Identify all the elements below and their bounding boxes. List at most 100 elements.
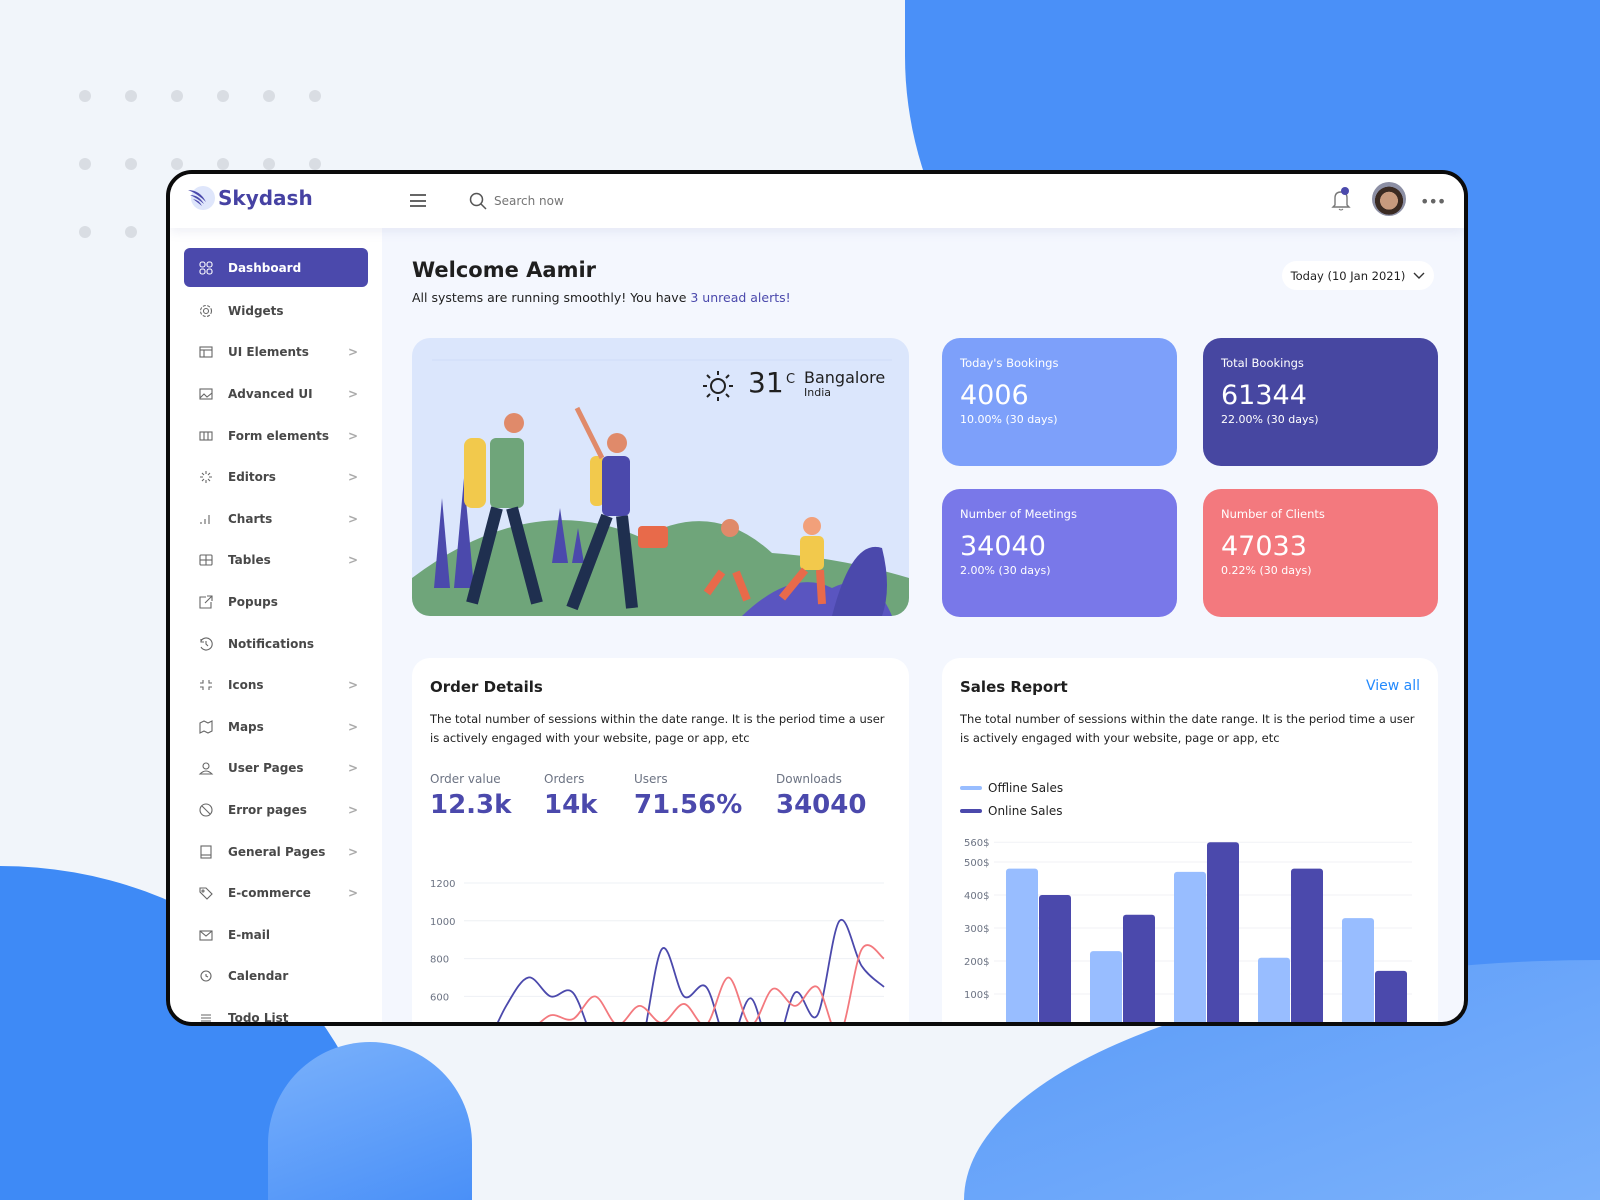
status-text: All systems are running smoothly! You ha…: [412, 290, 691, 305]
sidebar-item-user-pages[interactable]: User Pages >: [184, 748, 368, 790]
sidebar-item-dashboard[interactable]: Dashboard: [184, 248, 368, 287]
sidebar-item-label: Notifications: [228, 636, 315, 651]
gear-icon: [198, 303, 214, 319]
sidebar-item-popups[interactable]: Popups: [184, 581, 368, 623]
mail-icon: [198, 927, 214, 943]
sidebar-item-e-mail[interactable]: E-mail: [184, 914, 368, 956]
sales-report-card: Sales Report View all The total number o…: [942, 658, 1438, 1022]
table-icon: [198, 552, 214, 568]
bar-offline: [1258, 957, 1290, 1022]
stat-title: Number of Clients: [1221, 507, 1325, 521]
map-icon: [198, 719, 214, 735]
weather-temp: 31: [748, 366, 784, 399]
bar-chart-icon: [198, 511, 214, 527]
order-line-chart: 600 800 1000 1200: [430, 879, 885, 1022]
stat-title: Today's Bookings: [960, 356, 1059, 370]
top-header: Skydash •••: [170, 174, 1464, 228]
metric-label: Users: [634, 772, 668, 786]
bell-icon[interactable]: [1330, 186, 1352, 212]
chevron-down-icon: [1413, 272, 1425, 279]
stat-change: 22.00% (30 days): [1221, 413, 1319, 426]
stat-change: 2.00% (30 days): [960, 564, 1051, 577]
avatar[interactable]: [1372, 182, 1406, 216]
sidebar: Dashboard Widgets UI Elements > Advanced UI >…: [170, 228, 382, 1022]
weather-country: India: [804, 386, 831, 399]
menu-icon[interactable]: [410, 194, 426, 207]
sidebar-item-label: Todo List: [228, 1010, 289, 1025]
sidebar-item-advanced-ui[interactable]: Advanced UI >: [184, 373, 368, 415]
sidebar-item-notifications[interactable]: Notifications: [184, 623, 368, 665]
sidebar-item-maps[interactable]: Maps >: [184, 706, 368, 748]
chevron-right-icon: >: [348, 886, 359, 901]
unread-alerts-link[interactable]: 3 unread alerts!: [690, 290, 791, 305]
dot: [79, 90, 91, 102]
sidebar-item-icons[interactable]: Icons >: [184, 664, 368, 706]
stat-card: Total Bookings 61344 22.00% (30 days): [1203, 338, 1438, 466]
y-tick-label: 560$: [964, 838, 989, 849]
bar-offline: [1090, 951, 1122, 1022]
sidebar-item-calendar[interactable]: Calendar: [184, 956, 368, 998]
sidebar-item-general-pages[interactable]: General Pages >: [184, 831, 368, 873]
bar-online: [1207, 842, 1239, 1022]
y-tick-label: 500$: [964, 858, 989, 869]
more-icon[interactable]: •••: [1420, 192, 1446, 211]
search-icon[interactable]: [469, 192, 487, 210]
wing-logo-icon: [188, 186, 215, 210]
sidebar-item-label: Calendar: [228, 969, 289, 984]
sidebar-item-label: UI Elements: [228, 345, 309, 360]
metric-value: 14k: [544, 790, 598, 820]
y-tick-label: 1200: [430, 879, 455, 890]
tablet-icon: [198, 844, 214, 860]
y-tick-label: 1000: [430, 917, 455, 928]
legend-swatch: [960, 808, 982, 813]
sidebar-item-label: Error pages: [228, 802, 307, 817]
sidebar-item-ui-elements[interactable]: UI Elements >: [184, 332, 368, 374]
metric-label: Orders: [544, 772, 585, 786]
sidebar-item-form-elements[interactable]: Form elements >: [184, 415, 368, 457]
sidebar-item-tables[interactable]: Tables >: [184, 540, 368, 582]
sidebar-item-label: Widgets: [228, 303, 284, 318]
bar-online: [1291, 868, 1323, 1022]
stat-card: Today's Bookings 4006 10.00% (30 days): [942, 338, 1177, 466]
brand-logo[interactable]: Skydash: [186, 184, 313, 212]
sales-legend: Offline Sales Online Sales: [960, 776, 1063, 822]
search-input[interactable]: [494, 189, 694, 213]
y-tick-label: 600: [430, 992, 449, 1003]
order-details-title: Order Details: [430, 678, 543, 696]
chevron-right-icon: >: [348, 844, 359, 859]
date-select-value: Today (10 Jan 2021): [1290, 268, 1406, 283]
dashboard-window: Skydash ••• Dashboard Widgets UI Elements >…: [166, 170, 1468, 1026]
sales-bar-chart: 0$ 100$ 200$ 300$ 400$ 500$ 560$: [964, 838, 1412, 1022]
order-metric: Downloads 34040: [776, 772, 866, 820]
sidebar-item-error-pages[interactable]: Error pages >: [184, 789, 368, 831]
chevron-right-icon: >: [348, 678, 359, 693]
sidebar-item-e-commerce[interactable]: E-commerce >: [184, 872, 368, 914]
sidebar-item-label: Icons: [228, 678, 264, 693]
history-icon: [198, 636, 214, 652]
sidebar-item-label: Maps: [228, 719, 264, 734]
order-details-description: The total number of sessions within the …: [430, 712, 885, 745]
sidebar-item-charts[interactable]: Charts >: [184, 498, 368, 540]
sidebar-item-editors[interactable]: Editors >: [184, 456, 368, 498]
bar-offline: [1174, 871, 1206, 1022]
dot: [125, 90, 137, 102]
sidebar-item-widgets[interactable]: Widgets: [184, 290, 368, 332]
view-all-link[interactable]: View all: [1365, 678, 1420, 694]
metric-label: Order value: [430, 772, 501, 786]
legend-item: Online Sales: [960, 799, 1063, 822]
metric-value: 71.56%: [634, 790, 743, 820]
columns-icon: [198, 428, 214, 444]
y-tick-label: 300$: [964, 924, 989, 935]
bar-offline: [1006, 868, 1038, 1022]
hikers-illustration: [412, 359, 909, 616]
chevron-right-icon: >: [348, 761, 359, 776]
date-select[interactable]: Today (10 Jan 2021): [1282, 261, 1434, 290]
metric-value: 34040: [776, 790, 867, 820]
bar-online: [1375, 970, 1407, 1022]
dot: [263, 158, 275, 170]
sidebar-item-todo-list[interactable]: Todo List: [184, 997, 368, 1025]
dot: [79, 158, 91, 170]
chevron-right-icon: >: [348, 719, 359, 734]
shrink-icon: [198, 677, 214, 693]
watch-icon: [198, 968, 214, 984]
